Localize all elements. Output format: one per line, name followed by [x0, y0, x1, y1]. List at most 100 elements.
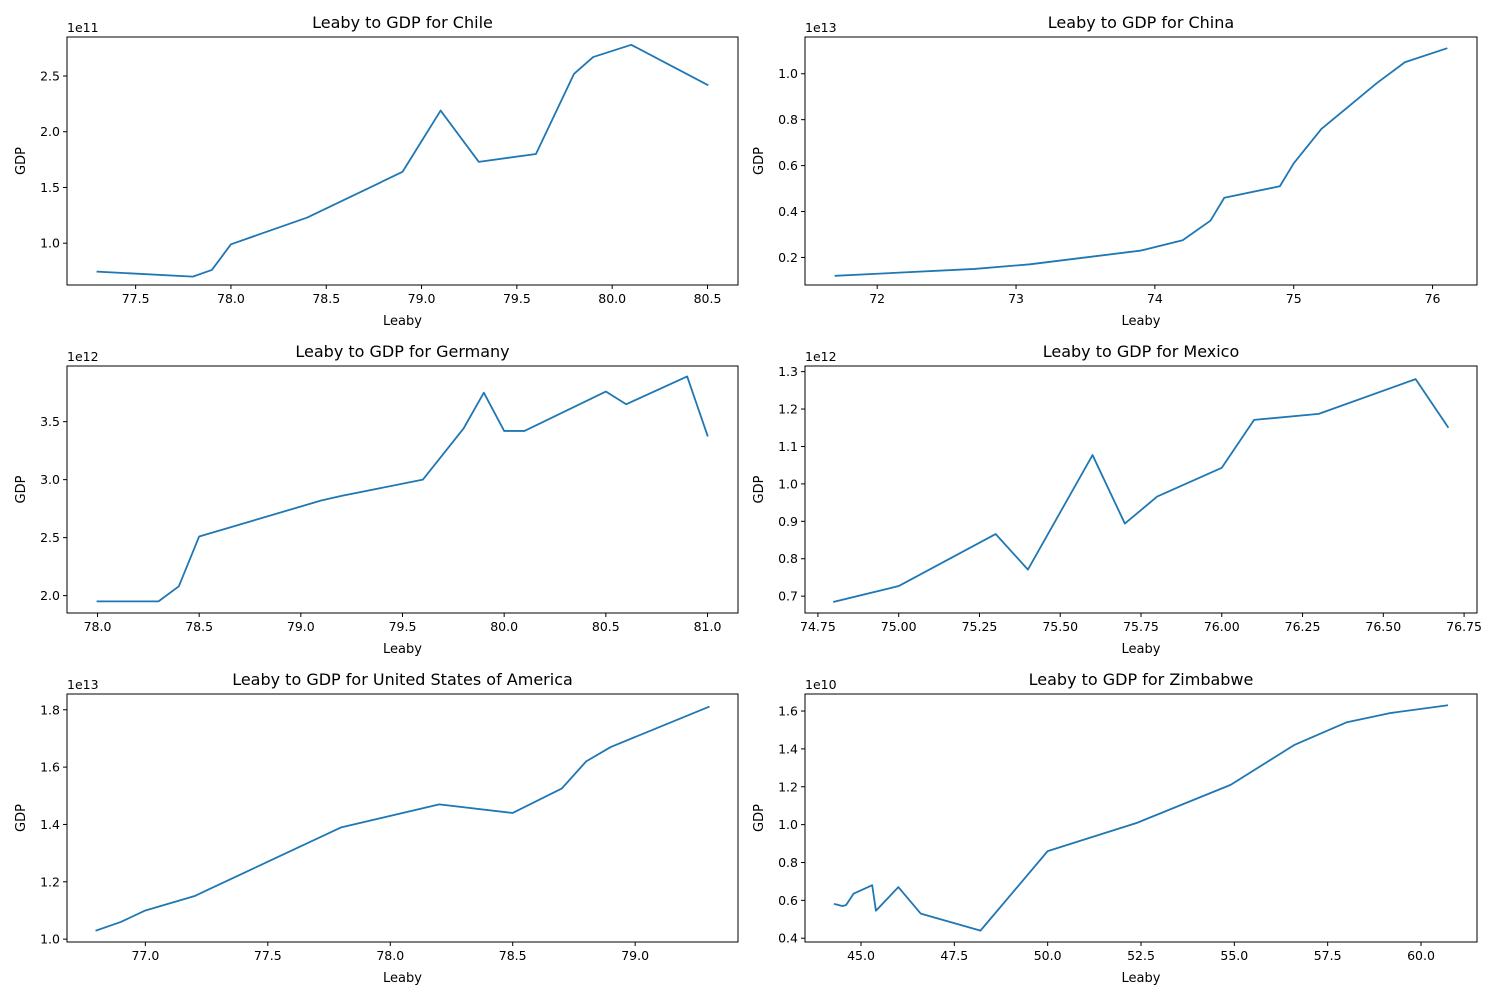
- chart-2: Leaby to GDP for Germany 1e12 78.0 78.5 79.0…: [14, 342, 739, 657]
- chart-3-ytick-label: 1.2: [778, 402, 798, 417]
- chart-4-xtick-label: 77.0: [131, 948, 159, 963]
- chart-5-xlabel: Leaby: [1122, 971, 1161, 986]
- chart-3-series-line: [832, 378, 1450, 603]
- chart-2-xtick-label: 79.0: [287, 619, 315, 634]
- chart-1-ytick-label: 0.4: [778, 204, 798, 219]
- chart-3-xtick-label: 75.50: [1042, 619, 1078, 634]
- chart-5-axes-frame: [804, 693, 1478, 943]
- chart-3-ytick-label: 0.8: [778, 551, 798, 566]
- chart-5-ytick-label: 0.4: [778, 931, 798, 946]
- chart-5-xtick-label: 50.0: [1034, 948, 1062, 963]
- chart-1-ylabel: GDP: [752, 147, 767, 175]
- chart-0-axes-frame: [66, 36, 739, 286]
- chart-2-ytick-label: 3.0: [40, 472, 60, 487]
- chart-2-series-line: [96, 375, 709, 603]
- chart-5-xtick-label: 60.0: [1407, 948, 1435, 963]
- chart-3-xtick-label: 75.75: [1123, 619, 1159, 634]
- chart-3-ytick-label: 1.0: [778, 476, 798, 491]
- chart-4-ytick-label: 1.6: [40, 760, 60, 775]
- chart-3-xtick-label: 74.75: [800, 619, 836, 634]
- chart-2-xtick-label: 81.0: [694, 619, 722, 634]
- chart-1-axes-frame: [804, 36, 1478, 286]
- chart-1-exponent-label: 1e13: [805, 20, 837, 35]
- chart-0-xtick-label: 77.5: [122, 291, 150, 306]
- chart-1-xtick-label: 76: [1425, 291, 1441, 306]
- chart-4-xtick-label: 78.0: [376, 948, 404, 963]
- chart-3-ytick-label: 0.9: [778, 514, 798, 529]
- chart-3-xtick-label: 75.25: [962, 619, 998, 634]
- chart-5: Leaby to GDP for Zimbabwe 1e10 45.0 47.5 50.…: [752, 670, 1478, 986]
- chart-2-exponent-label: 1e12: [67, 349, 99, 364]
- chart-2-xlabel: Leaby: [383, 642, 422, 657]
- chart-5-ytick-label: 0.6: [778, 893, 798, 908]
- chart-0-xlabel: Leaby: [383, 314, 422, 329]
- chart-0-exponent-label: 1e11: [67, 20, 99, 35]
- chart-4-series-line: [95, 705, 710, 932]
- chart-4-xtick-label: 77.5: [254, 948, 282, 963]
- chart-0-xtick-label: 78.0: [217, 291, 245, 306]
- chart-3-xlabel: Leaby: [1122, 642, 1161, 657]
- chart-4-ytick-label: 1.8: [40, 702, 60, 717]
- chart-2-ytick-label: 2.5: [40, 530, 60, 545]
- chart-2-axes-frame: [66, 365, 739, 614]
- chart-0-xtick-label: 79.5: [503, 291, 531, 306]
- chart-1-title: Leaby to GDP for China: [1048, 13, 1234, 32]
- chart-3: Leaby to GDP for Mexico 1e12 74.75 75.00 75.…: [752, 342, 1482, 657]
- chart-1-xtick-label: 73: [1008, 291, 1024, 306]
- chart-1: Leaby to GDP for China 1e13 72 73 74 75 76 0.2 0…: [752, 13, 1478, 329]
- chart-2-ylabel: GDP: [14, 475, 29, 503]
- chart-3-title: Leaby to GDP for Mexico: [1043, 342, 1240, 361]
- chart-1-xlabel: Leaby: [1122, 314, 1161, 329]
- chart-1-xtick-label: 75: [1286, 291, 1302, 306]
- chart-5-xtick-label: 45.0: [847, 948, 875, 963]
- chart-4-ytick-label: 1.4: [40, 817, 60, 832]
- chart-1-ytick-label: 0.8: [778, 112, 798, 127]
- chart-5-ytick-label: 1.4: [778, 741, 798, 756]
- chart-1-xtick-label: 74: [1147, 291, 1163, 306]
- chart-5-ytick-label: 0.8: [778, 855, 798, 870]
- chart-0-ylabel: GDP: [14, 147, 29, 175]
- chart-2-title: Leaby to GDP for Germany: [295, 342, 509, 361]
- chart-5-title: Leaby to GDP for Zimbabwe: [1029, 670, 1254, 689]
- chart-0-xtick-label: 78.5: [312, 291, 340, 306]
- chart-3-ytick-label: 1.3: [778, 364, 798, 379]
- chart-5-xtick-label: 55.0: [1220, 948, 1248, 963]
- chart-1-ytick-label: 0.2: [778, 250, 798, 265]
- chart-5-series-line: [833, 704, 1449, 932]
- chart-0-ytick-label: 2.5: [40, 69, 60, 84]
- chart-5-ytick-label: 1.0: [778, 817, 798, 832]
- chart-3-xtick-label: 76.00: [1204, 619, 1240, 634]
- chart-0-xtick-label: 79.0: [408, 291, 436, 306]
- chart-0-series-line: [96, 43, 709, 278]
- chart-0-xtick-label: 80.5: [694, 291, 722, 306]
- chart-4-xtick-label: 79.0: [621, 948, 649, 963]
- chart-2-xtick-label: 78.5: [185, 619, 213, 634]
- chart-0-xtick-label: 80.0: [598, 291, 626, 306]
- chart-4-axes-frame: [66, 693, 739, 943]
- chart-3-ylabel: GDP: [752, 475, 767, 503]
- chart-2-ytick-label: 3.5: [40, 414, 60, 429]
- chart-5-xtick-label: 57.5: [1314, 948, 1342, 963]
- chart-2-xtick-label: 80.0: [490, 619, 518, 634]
- chart-0-title: Leaby to GDP for Chile: [312, 13, 493, 32]
- chart-5-exponent-label: 1e10: [805, 677, 837, 692]
- chart-3-ytick-label: 0.7: [778, 589, 798, 604]
- chart-5-ytick-label: 1.2: [778, 779, 798, 794]
- chart-3-xtick-label: 75.00: [881, 619, 917, 634]
- chart-0-ytick-label: 1.0: [40, 236, 60, 251]
- chart-4-ytick-label: 1.0: [40, 932, 60, 947]
- chart-2-xtick-label: 78.0: [84, 619, 112, 634]
- chart-4-xtick-label: 78.5: [499, 948, 527, 963]
- chart-2-xtick-label: 80.5: [592, 619, 620, 634]
- chart-4-ytick-label: 1.2: [40, 874, 60, 889]
- chart-4-exponent-label: 1e13: [67, 677, 99, 692]
- chart-5-xtick-label: 47.5: [940, 948, 968, 963]
- chart-4-xlabel: Leaby: [383, 971, 422, 986]
- chart-3-ytick-label: 1.1: [778, 439, 798, 454]
- chart-5-ylabel: GDP: [752, 804, 767, 832]
- chart-4: Leaby to GDP for United States of Americ…: [14, 670, 739, 986]
- chart-3-xtick-label: 76.75: [1446, 619, 1482, 634]
- chart-2-xtick-label: 79.5: [389, 619, 417, 634]
